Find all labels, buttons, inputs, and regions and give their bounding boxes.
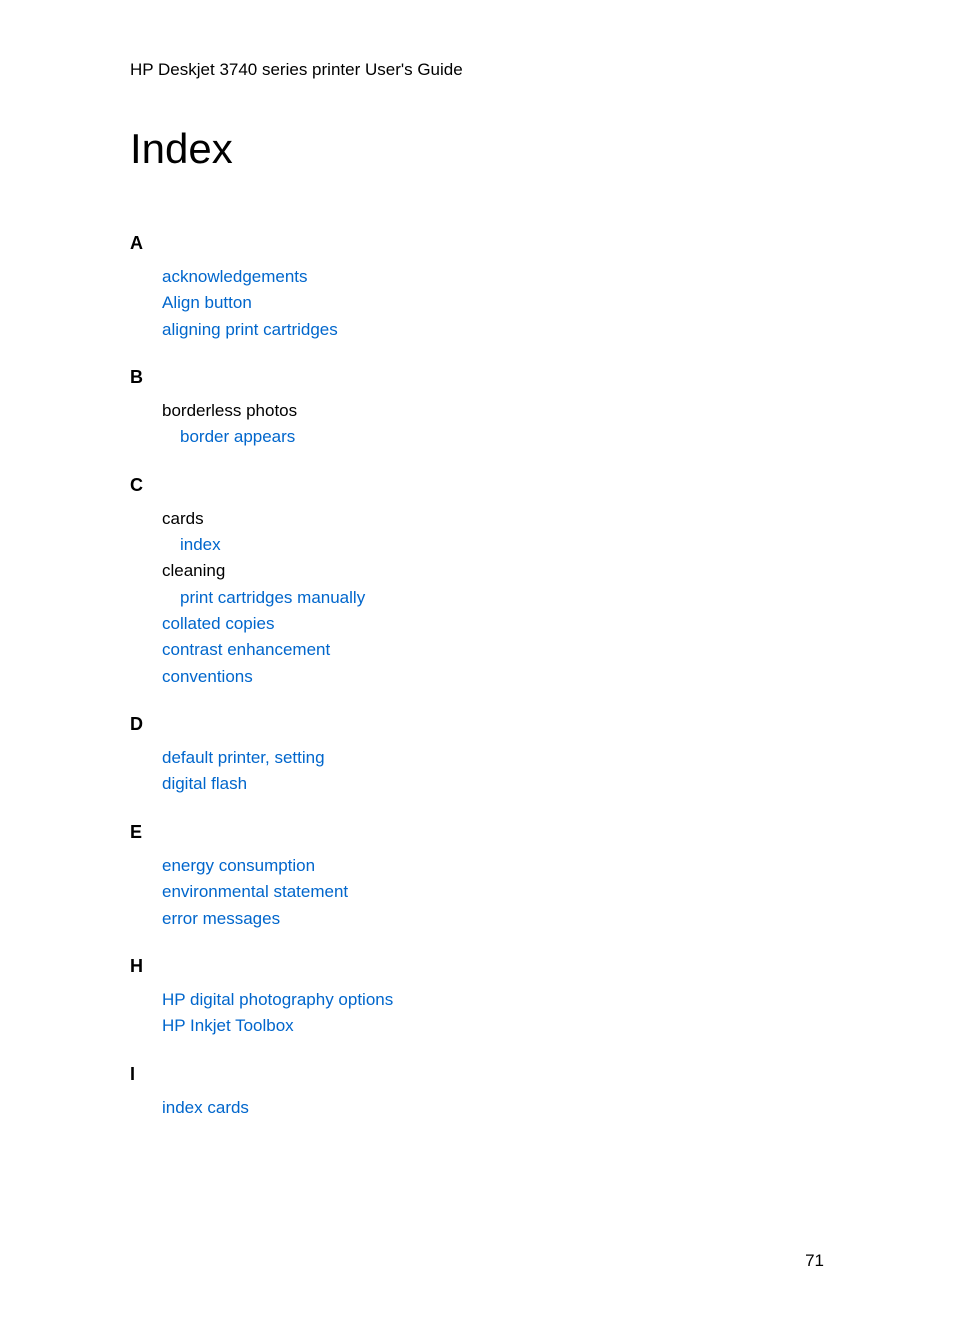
document-header: HP Deskjet 3740 series printer User's Gu… [130, 60, 824, 80]
section-letter: B [130, 367, 824, 388]
index-container: AacknowledgementsAlign buttonaligning pr… [130, 233, 824, 1121]
index-entry-link[interactable]: index [162, 532, 824, 558]
index-entry-text: cleaning [162, 558, 824, 584]
index-section: Iindex cards [130, 1064, 824, 1121]
index-entry-link[interactable]: aligning print cartridges [162, 317, 824, 343]
index-entries: acknowledgementsAlign buttonaligning pri… [130, 264, 824, 343]
index-entry-text: borderless photos [162, 398, 824, 424]
section-letter: C [130, 475, 824, 496]
index-entry-link[interactable]: HP Inkjet Toolbox [162, 1013, 824, 1039]
section-letter: E [130, 822, 824, 843]
index-entry-link[interactable]: print cartridges manually [162, 585, 824, 611]
section-letter: A [130, 233, 824, 254]
section-letter: H [130, 956, 824, 977]
index-entries: cardsindexcleaningprint cartridges manua… [130, 506, 824, 690]
index-entry-link[interactable]: border appears [162, 424, 824, 450]
index-entries: borderless photosborder appears [130, 398, 824, 451]
index-section: Ccardsindexcleaningprint cartridges manu… [130, 475, 824, 690]
index-entry-link[interactable]: Align button [162, 290, 824, 316]
index-entry-link[interactable]: environmental statement [162, 879, 824, 905]
index-entry-link[interactable]: error messages [162, 906, 824, 932]
index-section: Eenergy consumptionenvironmental stateme… [130, 822, 824, 932]
index-entry-link[interactable]: conventions [162, 664, 824, 690]
index-section: H HP digital photography optionsHP Inkjet… [130, 956, 824, 1040]
page-title: Index [130, 125, 824, 173]
index-entry-link[interactable]: default printer, setting [162, 745, 824, 771]
index-entry-link[interactable]: index cards [162, 1095, 824, 1121]
index-entry-link[interactable]: HP digital photography options [162, 987, 824, 1013]
index-section: Ddefault printer, settingdigital flash [130, 714, 824, 798]
index-entry-link[interactable]: collated copies [162, 611, 824, 637]
index-entry-link[interactable]: energy consumption [162, 853, 824, 879]
section-letter: D [130, 714, 824, 735]
index-section: AacknowledgementsAlign buttonaligning pr… [130, 233, 824, 343]
index-entries: index cards [130, 1095, 824, 1121]
index-section: Bborderless photosborder appears [130, 367, 824, 451]
index-entry-text: cards [162, 506, 824, 532]
index-entry-link[interactable]: contrast enhancement [162, 637, 824, 663]
index-entries: HP digital photography optionsHP Inkjet … [130, 987, 824, 1040]
page-number: 71 [805, 1251, 824, 1271]
index-entry-link[interactable]: acknowledgements [162, 264, 824, 290]
index-entry-link[interactable]: digital flash [162, 771, 824, 797]
index-entries: default printer, settingdigital flash [130, 745, 824, 798]
index-entries: energy consumptionenvironmental statemen… [130, 853, 824, 932]
section-letter: I [130, 1064, 824, 1085]
